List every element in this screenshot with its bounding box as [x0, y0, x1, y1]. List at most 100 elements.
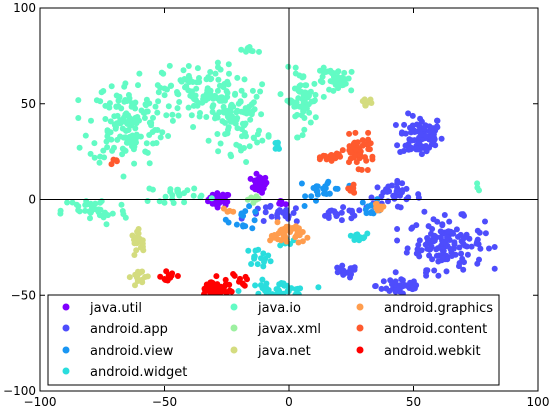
data-point	[241, 92, 248, 99]
data-point	[265, 252, 272, 259]
legend-item-android-content: android.content	[356, 322, 487, 337]
data-point	[368, 209, 375, 215]
data-point	[243, 159, 250, 165]
legend-item-java-util: java.util	[62, 301, 142, 316]
data-point	[117, 117, 124, 124]
data-point	[241, 76, 248, 83]
data-point	[174, 186, 181, 193]
data-point	[359, 199, 366, 206]
data-point	[276, 207, 283, 214]
data-point	[394, 142, 401, 149]
data-point	[410, 285, 416, 292]
data-point	[109, 210, 116, 217]
data-point	[443, 268, 450, 275]
data-point	[325, 68, 332, 75]
data-point	[178, 78, 185, 85]
data-point	[251, 253, 258, 260]
data-point	[242, 208, 249, 215]
data-point	[361, 234, 368, 241]
data-point	[118, 105, 125, 112]
data-point	[169, 111, 176, 118]
data-point	[476, 229, 483, 236]
data-point	[196, 113, 203, 120]
data-point	[277, 242, 284, 249]
data-point	[398, 276, 405, 283]
data-point	[460, 240, 467, 247]
data-point	[315, 284, 322, 291]
data-point	[348, 87, 355, 94]
data-point	[291, 85, 298, 92]
data-point	[451, 239, 458, 246]
legend-label: javax.xml	[257, 322, 321, 337]
data-point	[251, 106, 258, 113]
data-point	[221, 283, 228, 290]
data-point	[352, 129, 359, 136]
data-point	[406, 136, 413, 143]
data-point	[267, 202, 274, 209]
legend-item-java-net: java.net	[230, 344, 311, 359]
data-point	[91, 154, 98, 161]
data-point	[287, 99, 293, 106]
data-point	[163, 112, 170, 119]
data-point	[227, 108, 234, 115]
data-point	[205, 137, 212, 144]
data-point	[430, 216, 437, 223]
data-point	[184, 187, 191, 194]
data-point	[389, 281, 395, 288]
data-point	[334, 69, 341, 76]
data-point	[394, 180, 401, 187]
data-point	[368, 202, 375, 209]
data-point	[460, 266, 467, 273]
data-point	[103, 138, 110, 145]
data-point	[437, 228, 444, 235]
data-point	[386, 188, 393, 195]
data-point	[301, 126, 308, 133]
data-point	[283, 238, 290, 245]
data-point	[378, 193, 385, 200]
data-point	[127, 139, 134, 146]
data-point	[142, 148, 149, 155]
data-point	[249, 87, 256, 94]
data-point	[402, 142, 409, 149]
data-point	[141, 115, 148, 121]
data-point	[244, 107, 251, 113]
data-point	[194, 65, 201, 72]
legend-marker	[230, 324, 238, 332]
legend-label: android.widget	[90, 365, 187, 380]
data-point	[265, 133, 272, 140]
data-point	[394, 237, 401, 244]
data-point	[107, 118, 114, 125]
data-point	[313, 197, 319, 204]
data-point	[426, 123, 433, 130]
data-point	[107, 129, 114, 136]
x-tick-label: 100	[527, 395, 550, 409]
data-point	[296, 72, 303, 79]
data-point	[461, 259, 467, 266]
data-point	[234, 74, 241, 81]
data-point	[299, 229, 306, 235]
data-point	[308, 193, 315, 200]
data-point	[100, 214, 107, 221]
data-point	[158, 69, 165, 76]
legend-marker	[356, 303, 364, 311]
data-point	[121, 98, 128, 105]
data-point	[334, 185, 341, 192]
data-point	[294, 134, 301, 141]
data-point	[324, 180, 331, 187]
data-point	[144, 108, 151, 115]
data-point	[433, 252, 440, 259]
data-point	[409, 122, 416, 129]
data-point	[189, 94, 196, 101]
data-point	[429, 136, 436, 143]
data-point	[362, 154, 368, 161]
data-point	[199, 99, 206, 106]
x-tick-label: −50	[152, 395, 177, 409]
data-point	[246, 203, 253, 210]
data-point	[162, 193, 169, 200]
data-point	[224, 130, 231, 137]
data-point	[167, 188, 174, 195]
data-point	[366, 146, 373, 153]
data-point	[253, 170, 260, 177]
data-point	[368, 100, 375, 106]
data-point	[211, 287, 218, 293]
